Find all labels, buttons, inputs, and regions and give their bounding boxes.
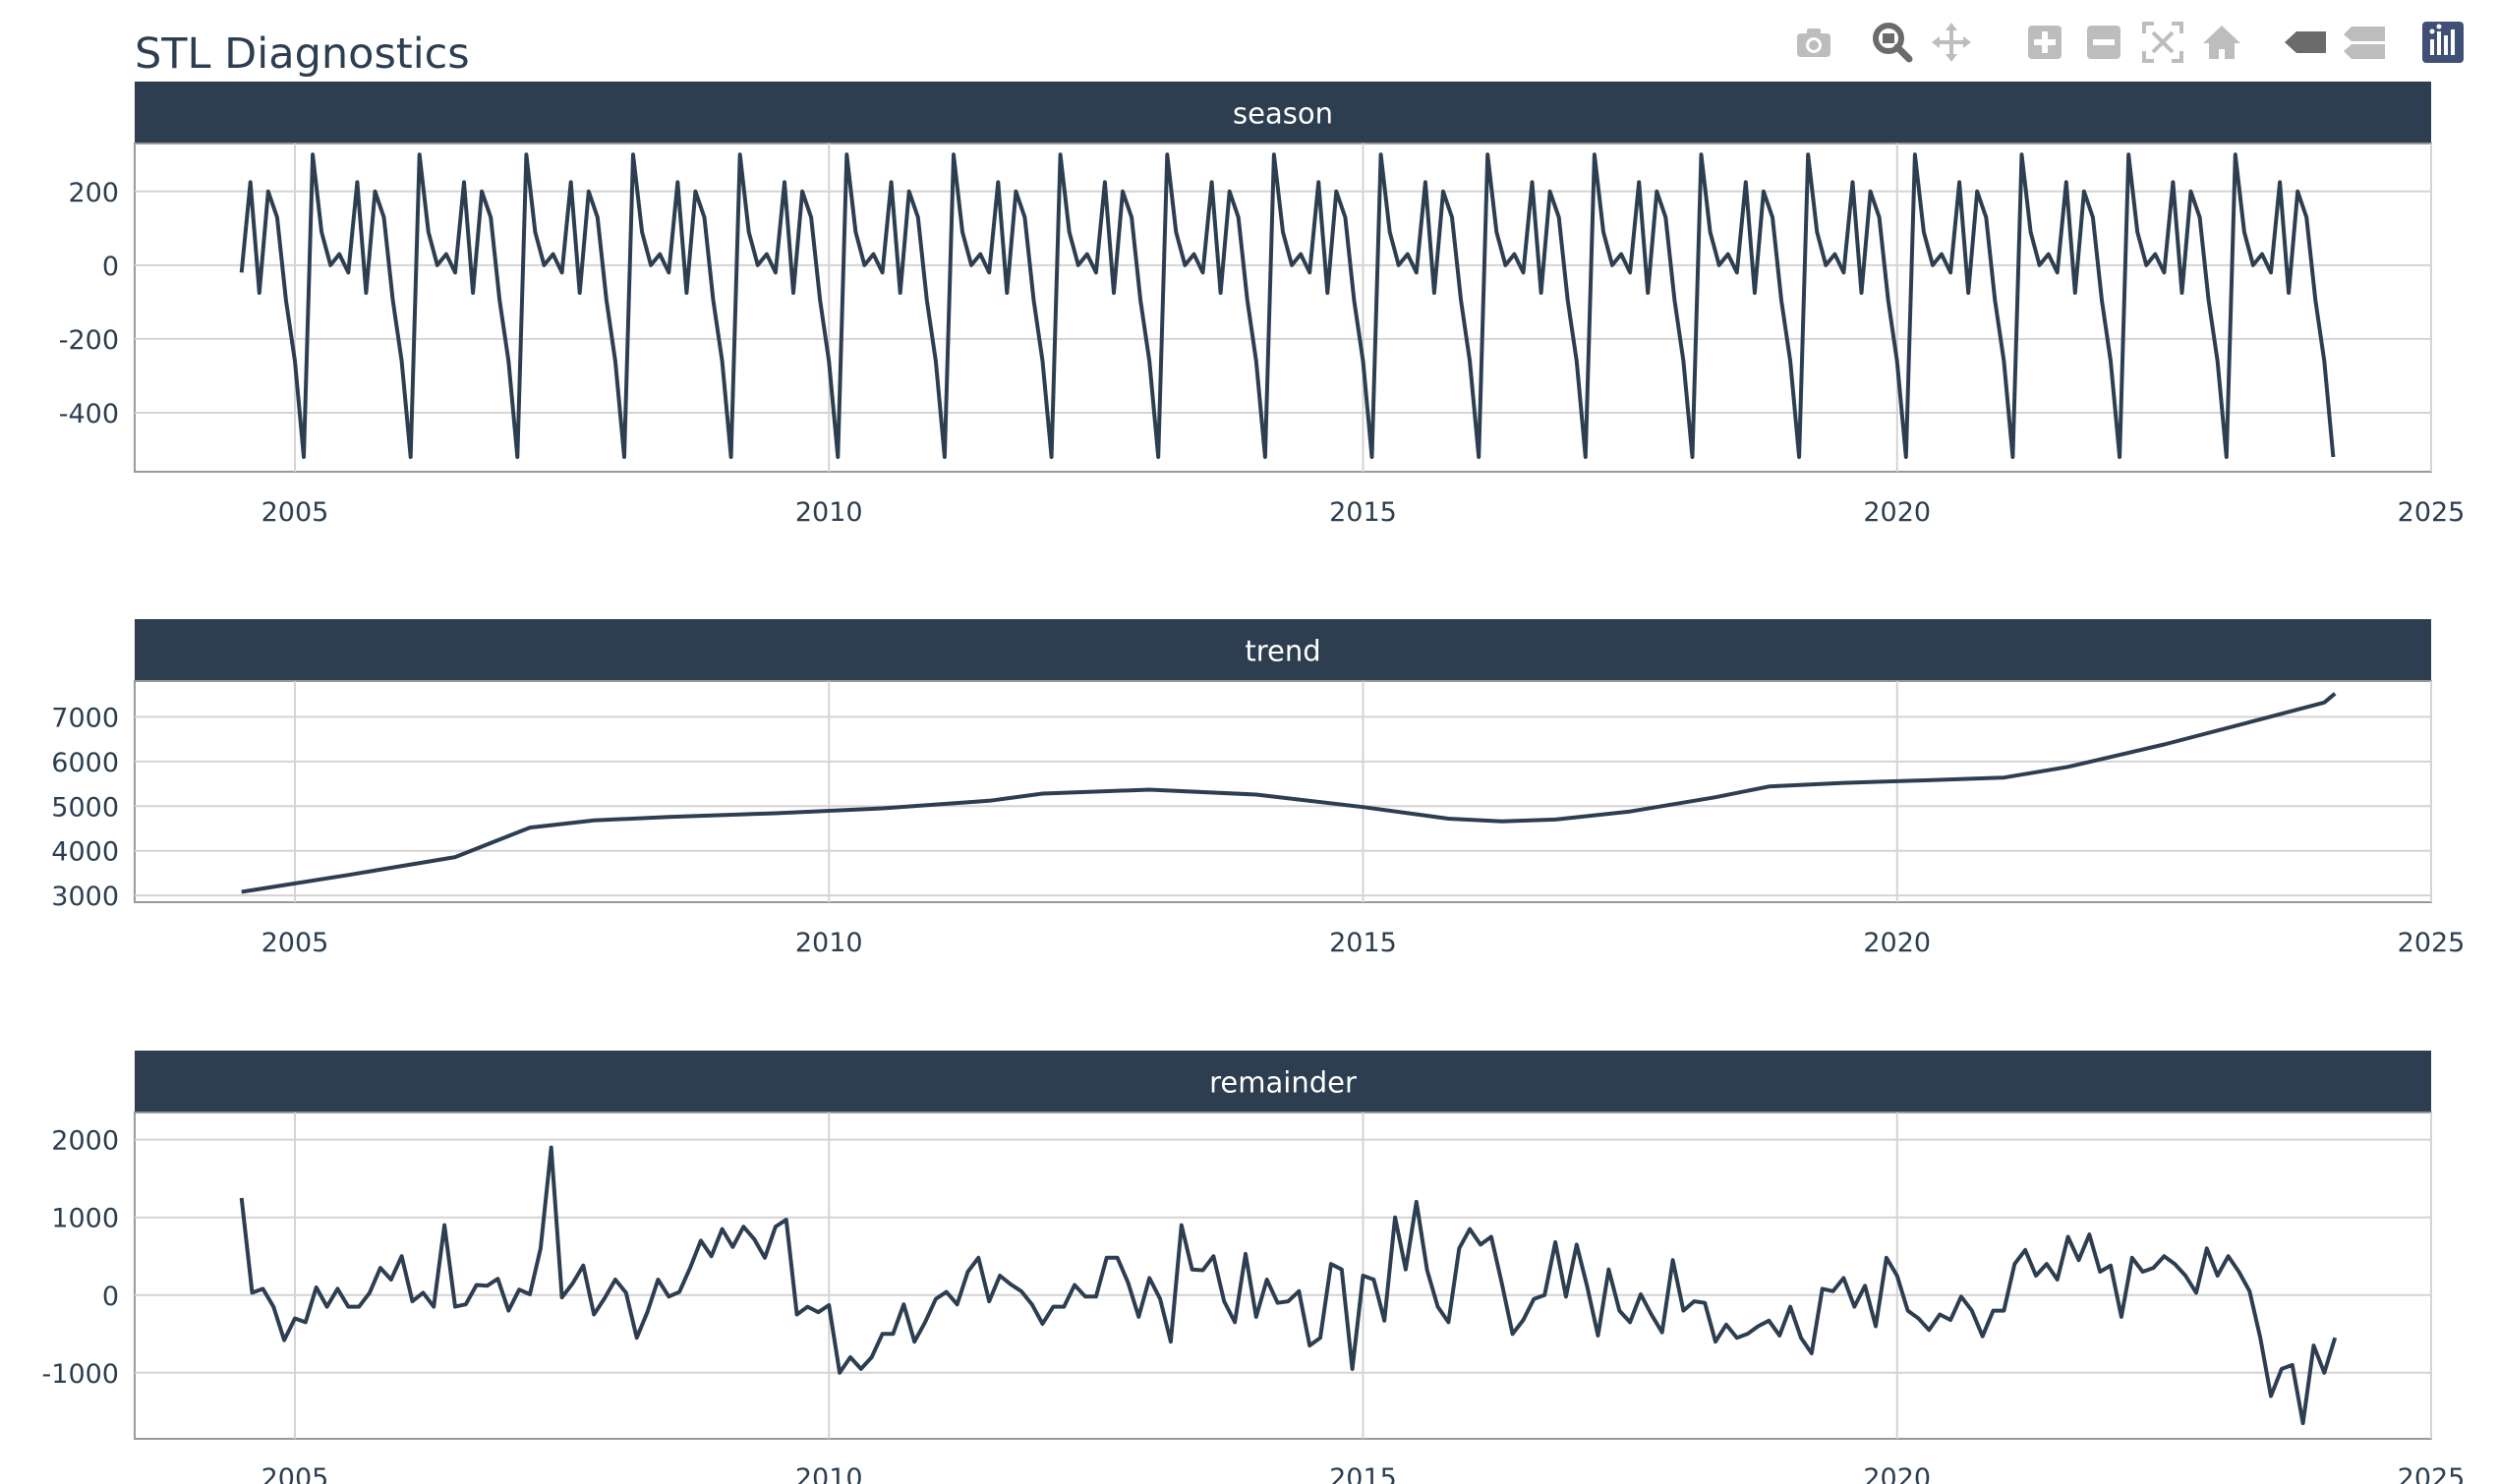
hover-compare-icon[interactable] [2340, 18, 2389, 67]
x-tick-label: 2015 [1329, 928, 1397, 958]
zoom-icon[interactable] [1868, 18, 1917, 67]
x-tick-label: 2020 [1863, 928, 1931, 958]
x-tick-label: 2020 [1863, 1463, 1931, 1484]
x-tick-label: 2025 [2398, 497, 2466, 528]
x-tick-label: 2015 [1329, 497, 1397, 528]
camera-icon[interactable] [1789, 18, 1838, 67]
zoom-out-icon[interactable] [2079, 18, 2128, 67]
x-tick-label: 2025 [2398, 928, 2466, 958]
page-title: STL Diagnostics [135, 29, 470, 79]
y-tick-label: 0 [102, 1282, 119, 1312]
y-tick-label: -400 [59, 399, 119, 429]
y-tick-label: 0 [102, 252, 119, 282]
strip-label: trend [1245, 635, 1320, 668]
y-tick-label: -1000 [42, 1359, 119, 1390]
y-tick-label: 7000 [51, 703, 119, 733]
hover-closest-icon[interactable] [2281, 18, 2330, 67]
panel-border [134, 680, 2432, 903]
strip-header [135, 1051, 2431, 1113]
x-tick-label: 2010 [795, 928, 863, 958]
series-line-remainder [239, 1145, 2338, 1426]
x-tick-label: 2020 [1863, 497, 1931, 528]
panel-season: season -400 -200 0 200 2005 2010 2015 2020 2025 [59, 82, 2466, 528]
y-tick-label: 6000 [51, 748, 119, 778]
autoscale-icon[interactable] [2138, 18, 2187, 67]
panel-border [134, 1112, 2432, 1440]
y-tick-label: 2000 [51, 1126, 119, 1157]
y-tick-label: 5000 [51, 792, 119, 823]
strip-label: season [1233, 97, 1333, 131]
y-tick-label: 1000 [51, 1204, 119, 1234]
series-line-season [239, 152, 2336, 459]
y-tick-label: 200 [68, 178, 119, 208]
x-tick-label: 2010 [795, 497, 863, 528]
panel-remainder: remainder -1000 0 1000 2000 2005 2010 2015 2020 2… [42, 1051, 2466, 1484]
strip-header [135, 82, 2431, 143]
panel-border [134, 143, 2432, 473]
x-tick-label: 2025 [2398, 1463, 2466, 1484]
home-icon[interactable] [2197, 18, 2246, 67]
x-tick-label: 2010 [795, 1463, 863, 1484]
plot-toolbar [1789, 18, 2477, 67]
y-tick-label: -200 [59, 325, 119, 356]
zoom-in-icon[interactable] [2020, 18, 2069, 67]
strip-label: remainder [1209, 1066, 1357, 1100]
y-tick-label: 4000 [51, 837, 119, 868]
strip-header [135, 619, 2431, 681]
x-tick-label: 2005 [261, 497, 329, 528]
x-tick-label: 2015 [1329, 1463, 1397, 1484]
series-line-trend [241, 692, 2337, 894]
plotly-logo-icon[interactable] [2418, 18, 2468, 67]
pan-icon[interactable] [1927, 18, 1976, 67]
x-tick-label: 2005 [261, 928, 329, 958]
y-tick-label: 3000 [51, 882, 119, 912]
panel-trend: trend 3000 4000 5000 6000 7000 2005 2010 2015 202… [51, 619, 2465, 958]
x-tick-label: 2005 [261, 1463, 329, 1484]
